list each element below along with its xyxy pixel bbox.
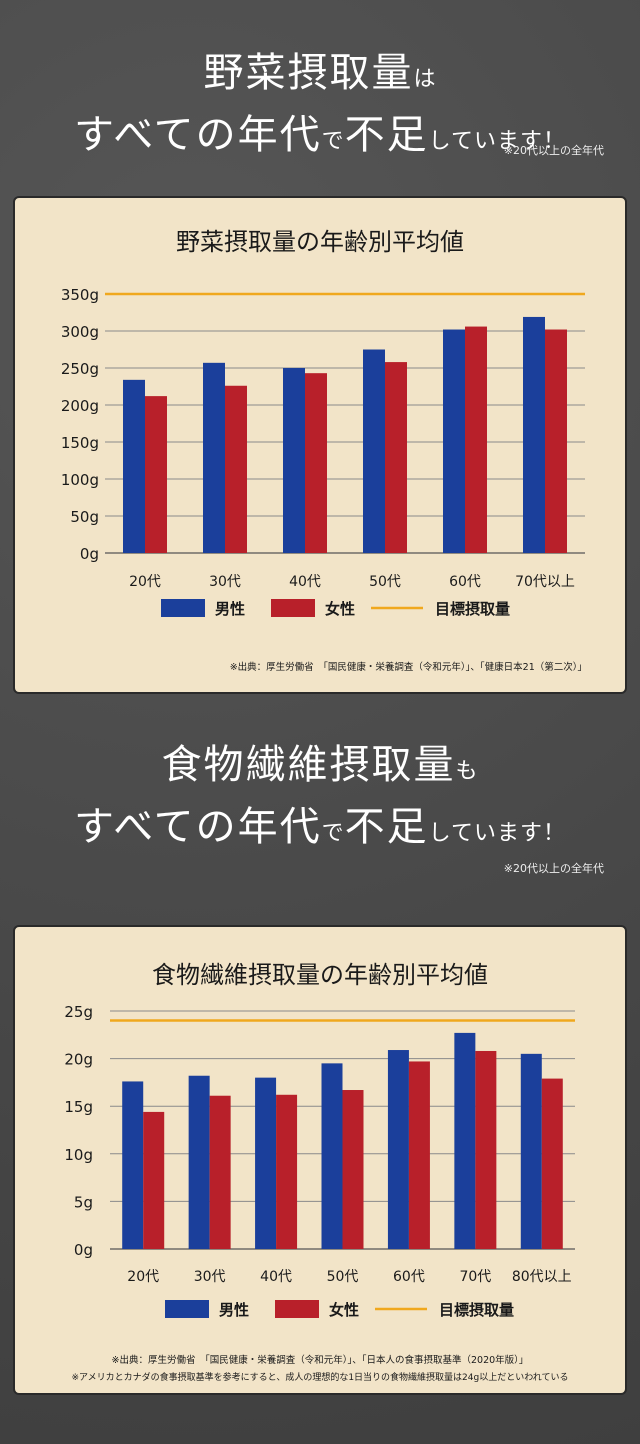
bar-female <box>541 1078 563 1249</box>
legend-label-male: 男性 <box>215 600 245 618</box>
legend-label-target: 目標摂取量 <box>439 1301 514 1319</box>
chart-title: 食物繊維摂取量の年齢別平均値 <box>152 961 488 989</box>
legend-label-target: 目標摂取量 <box>435 600 510 618</box>
headline-note: ※20代以上の全年代 <box>503 862 604 875</box>
legend-swatch-male <box>161 599 205 617</box>
headline-text-b: で <box>321 129 345 154</box>
chart-card-vegetable: 野菜摂取量の年齢別平均値 0g 50g 100g 150g 200g 250g 300g 350… <box>13 196 627 694</box>
headline-line-1: 食物繊維摂取量も <box>0 732 640 790</box>
headline-particle: も <box>455 759 479 784</box>
bar-male <box>363 349 385 553</box>
y-tick-label: 300g <box>61 323 99 341</box>
headline-vegetable: 野菜摂取量は すべての年代で不足しています！ <box>0 40 640 160</box>
y-tick-label: 50g <box>70 508 99 526</box>
bar-female <box>545 329 567 553</box>
x-tick-label: 80代以上 <box>512 1269 572 1285</box>
headline-text-d: しています！ <box>428 821 566 846</box>
bar-male <box>387 1050 409 1249</box>
x-tick-label: 50代 <box>327 1269 359 1285</box>
headline-text-d: しています！ <box>428 129 566 154</box>
x-tick-label: 70代以上 <box>515 574 575 590</box>
source-note: ※出典：厚生労働省 「国民健康・栄養調査（令和元年）」、「日本人の食事摂取基準（… <box>112 1354 529 1366</box>
x-tick-label: 20代 <box>129 574 161 590</box>
bar-male <box>188 1075 210 1249</box>
x-tick-label: 40代 <box>289 574 321 590</box>
bar-female <box>145 396 167 553</box>
bar-female <box>276 1094 298 1249</box>
bar-female <box>342 1090 364 1249</box>
bar-female <box>143 1111 165 1249</box>
chart-vegetable: 野菜摂取量の年齢別平均値 0g 50g 100g 150g 200g 250g 300g 350… <box>61 228 587 673</box>
bar-male <box>255 1077 277 1249</box>
source-note: ※出典：厚生労働省 「国民健康・栄養調査（令和元年）」、「健康日本21（第二次）… <box>230 661 587 673</box>
y-tick-label: 10g <box>64 1146 93 1164</box>
headline-keyword: 食物繊維摂取量 <box>161 742 456 788</box>
headline-particle: は <box>413 67 437 92</box>
headline-text-a: すべての年代 <box>74 804 322 850</box>
bar-male <box>283 368 305 553</box>
bar-male <box>123 379 145 553</box>
bar-male <box>122 1081 144 1249</box>
y-tick-label: 100g <box>61 471 99 489</box>
x-tick-label: 30代 <box>194 1269 226 1285</box>
x-tick-label: 60代 <box>449 574 481 590</box>
headline-line-2: すべての年代で不足しています！ <box>0 102 640 160</box>
headline-text-b: で <box>321 821 345 846</box>
y-tick-label: 250g <box>61 360 99 378</box>
headline-note: ※20代以上の全年代 <box>503 144 604 157</box>
headline-fiber: 食物繊維摂取量も すべての年代で不足しています！ <box>0 732 640 852</box>
bar-female <box>225 385 247 553</box>
bar-male <box>203 362 225 553</box>
headline-line-1: 野菜摂取量は <box>0 40 640 98</box>
headline-keyword: 野菜摂取量 <box>203 50 414 96</box>
legend-label-female: 女性 <box>329 1301 359 1319</box>
bar-male <box>443 329 465 553</box>
y-tick-label: 25g <box>64 1003 93 1021</box>
chart-fiber: 食物繊維摂取量の年齢別平均値 0g 5g 10g 15g 20g 25g 20代 30代 40代 5… <box>64 961 575 1383</box>
bar-male <box>454 1032 476 1249</box>
legend-swatch-female <box>271 599 315 617</box>
x-tick-label: 50代 <box>369 574 401 590</box>
legend-label-male: 男性 <box>219 1301 249 1319</box>
bar-female <box>408 1061 430 1249</box>
legend-swatch-female <box>275 1300 319 1318</box>
x-tick-label: 60代 <box>393 1269 425 1285</box>
y-tick-label: 0g <box>80 545 99 563</box>
y-tick-label: 150g <box>61 434 99 452</box>
legend-swatch-male <box>165 1300 209 1318</box>
headline-text-c: 不足 <box>344 804 429 850</box>
chart-card-fiber: 食物繊維摂取量の年齢別平均値 0g 5g 10g 15g 20g 25g 20代 30代 40代 5… <box>13 925 627 1395</box>
y-tick-label: 20g <box>64 1051 93 1069</box>
footnote: ※アメリカとカナダの食事摂取基準を参考にすると、成人の理想的な1日当りの食物繊維… <box>72 1371 569 1383</box>
bar-female <box>209 1095 231 1249</box>
chart-title: 野菜摂取量の年齢別平均値 <box>176 228 464 256</box>
y-tick-label: 0g <box>74 1241 93 1259</box>
bar-male <box>321 1063 343 1249</box>
bar-female <box>475 1050 497 1249</box>
x-tick-label: 20代 <box>127 1269 159 1285</box>
bar-female <box>305 373 327 553</box>
x-tick-label: 30代 <box>209 574 241 590</box>
headline-text-a: すべての年代 <box>74 112 322 158</box>
x-tick-label: 70代 <box>459 1269 491 1285</box>
bar-male <box>523 316 545 553</box>
legend-label-female: 女性 <box>325 600 355 618</box>
headline-text-c: 不足 <box>344 112 429 158</box>
bar-male <box>520 1053 542 1249</box>
bar-female <box>465 326 487 553</box>
x-tick-label: 40代 <box>260 1269 292 1285</box>
y-tick-label: 15g <box>64 1098 93 1116</box>
y-tick-label: 200g <box>61 397 99 415</box>
y-tick-label: 5g <box>74 1193 93 1211</box>
y-tick-label: 350g <box>61 286 99 304</box>
headline-line-2: すべての年代で不足しています！ <box>0 794 640 852</box>
bar-female <box>385 362 407 553</box>
